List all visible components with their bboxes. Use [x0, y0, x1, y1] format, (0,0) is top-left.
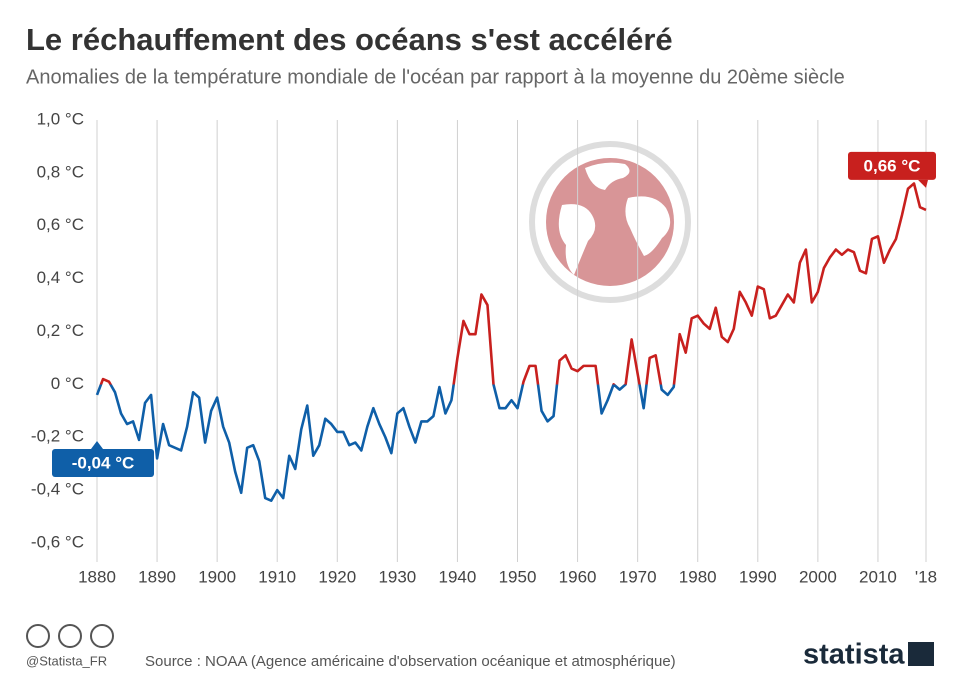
- annotation-label: -0,04 °C: [72, 453, 135, 472]
- x-tick-label: 1950: [499, 567, 537, 586]
- data-line: [95, 182, 927, 502]
- x-tick-label: 1900: [198, 567, 236, 586]
- x-tick-label: 1880: [78, 567, 116, 586]
- x-tick-label: 1890: [138, 567, 176, 586]
- footer-source: Source : NOAA (Agence américaine d'obser…: [145, 653, 676, 670]
- logo-icon: [908, 642, 934, 666]
- x-tick-label: 1990: [739, 567, 777, 586]
- x-tick-label: 1920: [318, 567, 356, 586]
- x-tick-label: 1980: [679, 567, 717, 586]
- chart-title: Le réchauffement des océans s'est accélé…: [26, 22, 673, 57]
- y-tick-label: 0,2 °C: [37, 321, 84, 340]
- y-tick-label: -0,2 °C: [31, 427, 84, 446]
- y-tick-label: 0,8 °C: [37, 162, 84, 181]
- y-tick-label: -0,4 °C: [31, 480, 84, 499]
- annotation-box: [848, 151, 936, 180]
- annotation: -0,04 °C: [52, 440, 154, 477]
- x-tick-label: 2000: [799, 567, 837, 586]
- annotation-pointer: [918, 179, 928, 188]
- license-icons: [26, 624, 114, 648]
- annotation-box: [52, 448, 154, 477]
- logo: statista: [803, 639, 905, 671]
- x-tick-label: 2010: [859, 567, 897, 586]
- y-tick-label: -0,6 °C: [31, 532, 84, 551]
- y-tick-label: 0,6 °C: [37, 215, 84, 234]
- x-tick-label: 1970: [619, 567, 657, 586]
- y-tick-label: 1,0 °C: [37, 109, 84, 128]
- globe-decoration: [529, 141, 691, 303]
- x-tick-label: '18: [915, 567, 937, 586]
- x-tick-label: 1940: [439, 567, 477, 586]
- annotation-label: 0,66 °C: [864, 156, 921, 175]
- footer-handle: @Statista_FR: [26, 653, 107, 668]
- x-tick-label: 1960: [559, 567, 597, 586]
- y-tick-label: 0 °C: [51, 374, 84, 393]
- annotation-pointer: [91, 440, 103, 449]
- y-tick-label: 0,4 °C: [37, 268, 84, 287]
- chart-subtitle: Anomalies de la température mondiale de …: [26, 66, 845, 88]
- x-tick-label: 1910: [258, 567, 296, 586]
- x-tick-label: 1930: [378, 567, 416, 586]
- annotation: 0,66 °C: [848, 151, 936, 188]
